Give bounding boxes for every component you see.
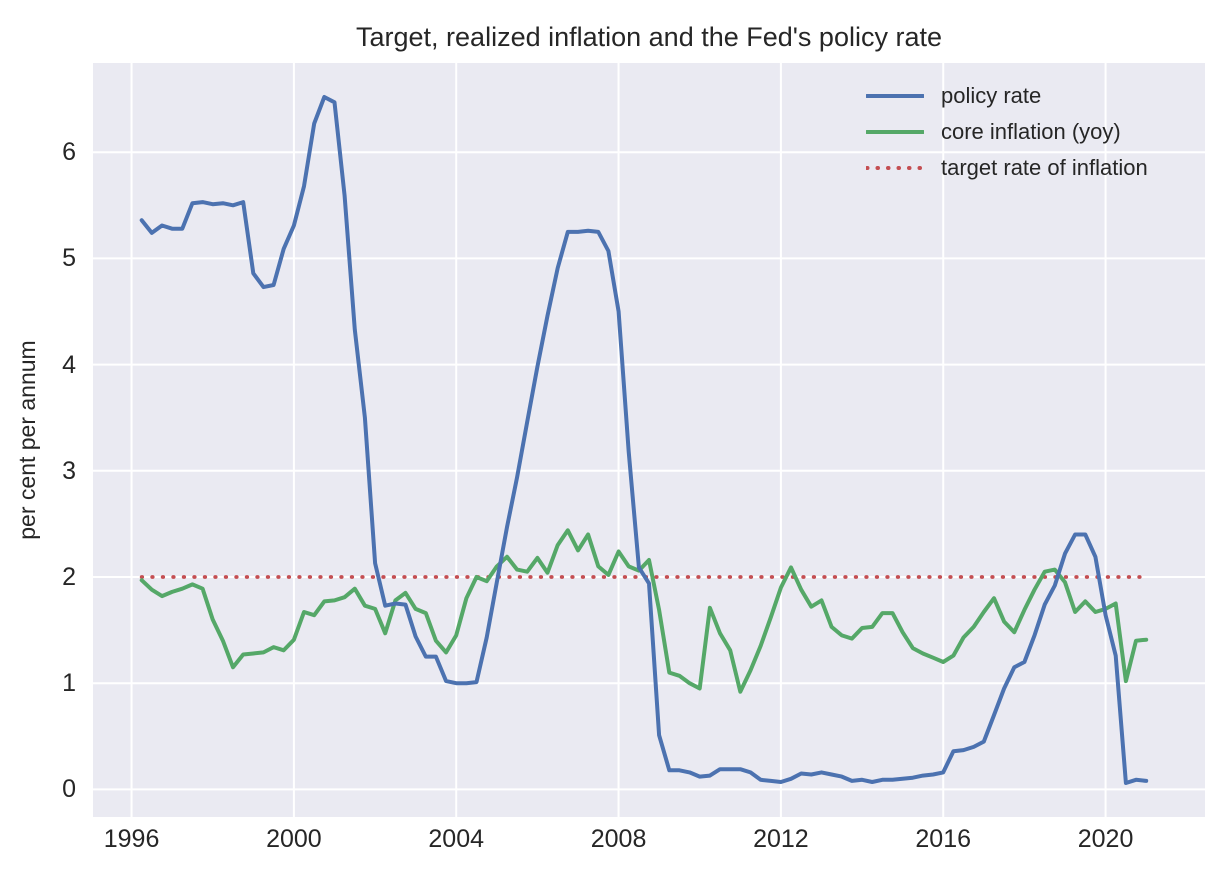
legend-swatch-dotted-line-icon xyxy=(866,166,924,170)
legend-row: target rate of inflation xyxy=(866,150,1148,186)
legend-label: target rate of inflation xyxy=(941,155,1148,180)
legend-label: policy rate xyxy=(941,83,1042,108)
legend-swatch-line-icon xyxy=(866,94,924,98)
x-tick-label: 2004 xyxy=(428,825,485,853)
y-tick-label: 4 xyxy=(62,350,76,379)
series-policy-rate xyxy=(139,95,1149,785)
x-tick-label: 1996 xyxy=(103,825,160,853)
legend-label: core inflation (yoy) xyxy=(941,119,1121,144)
chart-title: Target, realized inflation and the Fed's… xyxy=(356,22,942,52)
x-tick-label: 2016 xyxy=(915,825,972,853)
y-tick-label: 5 xyxy=(62,244,76,273)
y-tick-label: 1 xyxy=(62,669,76,698)
plot-area xyxy=(93,63,1205,817)
legend-swatch-line-icon xyxy=(866,130,924,134)
legend-row: core inflation (yoy) xyxy=(866,114,1148,150)
legend: policy rate core inflation (yoy) target ra… xyxy=(866,78,1148,186)
legend-row: policy rate xyxy=(866,78,1148,114)
x-tick-label: 2020 xyxy=(1077,825,1134,853)
y-tick-label: 0 xyxy=(62,775,76,804)
x-tick-label: 2000 xyxy=(266,825,322,853)
y-tick-label: 6 xyxy=(62,138,76,167)
y-tick-label: 2 xyxy=(62,562,76,591)
y-tick-label: 3 xyxy=(62,456,76,485)
series-core-inflation-yoy xyxy=(139,528,1149,694)
x-tick-label: 2012 xyxy=(753,825,809,853)
x-tick-label: 2008 xyxy=(590,825,647,853)
